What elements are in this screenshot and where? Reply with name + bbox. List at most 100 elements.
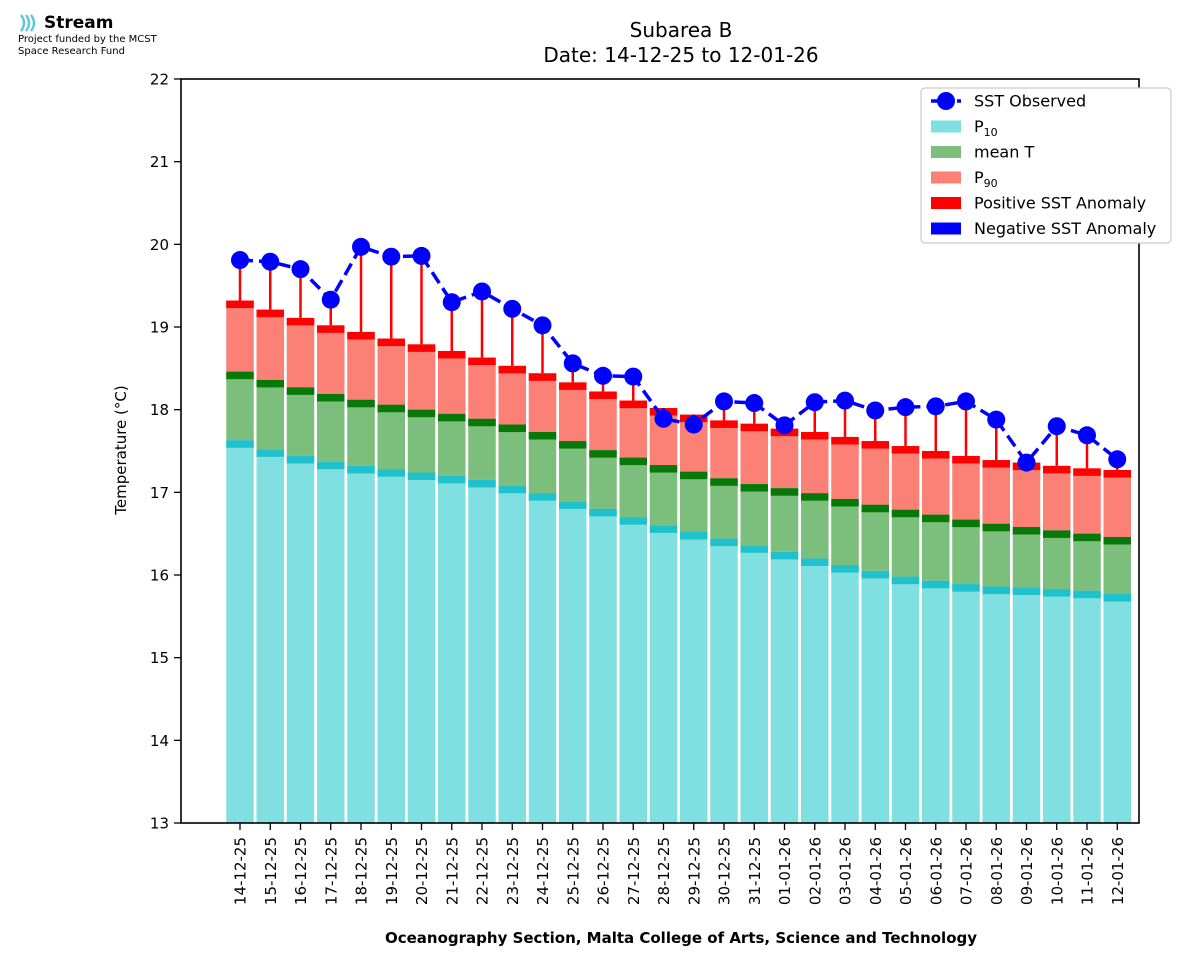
- x-tick-label: 12-01-26: [1109, 837, 1127, 905]
- bar-mean-t: [589, 450, 617, 509]
- legend-label-subscript: 10: [984, 126, 998, 139]
- bar-p10: [619, 517, 647, 823]
- bar-p10: [649, 525, 678, 823]
- bar-p90: [468, 357, 496, 419]
- bar-mean-t: [559, 441, 587, 502]
- bar-p10: [680, 532, 708, 823]
- y-tick-label: 13: [150, 815, 169, 833]
- bar-p10: [226, 440, 254, 823]
- sst-observed-point: [231, 251, 249, 270]
- bar-p90-cap: [619, 400, 647, 409]
- bar-p90: [498, 365, 526, 425]
- chart-subtitle: Date: 14-12-25 to 12-01-26: [543, 43, 818, 67]
- bar-p10-cap: [286, 455, 315, 464]
- x-tick-label: 20-12-25: [413, 837, 431, 905]
- x-tick-label: 02-01-26: [806, 837, 824, 905]
- brand-line-2: Space Research Fund: [18, 46, 125, 57]
- bar-mean-cap: [377, 404, 405, 413]
- sst-observed-point: [987, 410, 1006, 429]
- bar-mean-cap: [528, 431, 557, 440]
- bar-p10: [528, 493, 557, 823]
- bar-mean-cap: [801, 493, 829, 501]
- bar-mean-t: [317, 393, 345, 462]
- legend-observed-marker-icon: [937, 92, 955, 110]
- bar-p90-cap: [922, 451, 950, 459]
- bar-mean-t: [256, 379, 284, 450]
- sst-observed-point: [503, 299, 522, 318]
- bar-mean-cap: [317, 393, 345, 402]
- bar-p10-cap: [468, 479, 496, 488]
- bar-p10-cap: [377, 469, 405, 477]
- x-tick-label: 01-01-26: [776, 837, 794, 905]
- y-tick-label: 22: [150, 71, 169, 89]
- bar-mean-cap: [1103, 536, 1131, 545]
- bar-p90: [528, 373, 557, 432]
- bar-p90-cap: [347, 331, 375, 340]
- bar-p10: [1103, 594, 1131, 823]
- bar-p90: [861, 441, 889, 505]
- sst-observed-point: [775, 416, 794, 435]
- bar-p90-cap: [952, 455, 980, 464]
- bar-p10: [407, 472, 436, 823]
- x-tick-label: 24-12-25: [534, 837, 552, 905]
- bar-p90: [407, 344, 436, 410]
- bar-p90: [438, 350, 466, 414]
- bar-p90: [801, 431, 829, 494]
- bar-p10-cap: [407, 472, 436, 480]
- sst-observed-point: [594, 366, 612, 385]
- bar-mean-t: [528, 431, 557, 494]
- bar-p10-cap: [559, 501, 587, 509]
- bar-p10-cap: [922, 580, 950, 589]
- bar-mean-t: [861, 504, 889, 571]
- bar-mean-cap: [680, 471, 708, 480]
- x-tick-label: 07-01-26: [958, 837, 976, 905]
- sst-observed-point: [382, 247, 401, 266]
- bar-p90: [1043, 465, 1071, 531]
- bar-p10: [347, 465, 375, 823]
- brand-block: Stream Project funded by the MCST Space …: [18, 12, 157, 58]
- bar-mean-t: [922, 514, 950, 581]
- bar-mean-cap: [982, 523, 1010, 532]
- bar-p90: [589, 391, 617, 451]
- bar-p90-cap: [377, 338, 405, 347]
- x-tick-label: 19-12-25: [383, 837, 401, 905]
- bar-p90: [922, 451, 950, 515]
- bar-p10: [468, 479, 496, 823]
- bar-p10-cap: [528, 493, 557, 501]
- bar-p90-cap: [982, 460, 1010, 468]
- bar-p10: [589, 508, 617, 823]
- bar-mean-cap: [1073, 533, 1101, 542]
- bar-p90-cap: [891, 446, 920, 454]
- bar-mean-cap: [770, 488, 799, 496]
- bar-p10: [861, 570, 889, 823]
- sst-observed-point: [442, 293, 461, 312]
- sst-observed-point: [533, 316, 552, 335]
- bar-mean-cap: [952, 519, 980, 528]
- bar-mean-cap: [407, 409, 436, 418]
- legend-label: SST Observed: [974, 92, 1086, 111]
- y-tick-label: 17: [150, 484, 169, 502]
- x-tick-label: 23-12-25: [504, 837, 522, 905]
- bar-p10-cap: [589, 508, 617, 517]
- bar-mean-t: [1073, 533, 1101, 591]
- bar-p90: [1073, 468, 1101, 534]
- bar-p90: [317, 325, 345, 394]
- sst-observed-point: [291, 260, 310, 279]
- x-tick-label: 16-12-25: [292, 837, 310, 905]
- sst-observed-point: [1017, 453, 1036, 472]
- bar-p10: [770, 551, 799, 823]
- bar-p10: [922, 580, 950, 823]
- bar-mean-t: [377, 404, 405, 470]
- bar-p90: [740, 423, 768, 485]
- x-tick-label: 08-01-26: [988, 837, 1006, 905]
- x-tick-label: 30-12-25: [716, 837, 734, 905]
- bar-mean-cap: [649, 465, 678, 473]
- bar-p10-cap: [952, 584, 980, 592]
- y-tick-label: 15: [150, 649, 169, 667]
- bar-p90-cap: [286, 317, 315, 326]
- sst-observed-point: [805, 393, 824, 412]
- sst-observed-point: [654, 409, 673, 428]
- x-tick-label: 03-01-26: [837, 837, 855, 905]
- x-tick-label: 11-01-26: [1079, 837, 1097, 905]
- bar-mean-t: [680, 471, 708, 533]
